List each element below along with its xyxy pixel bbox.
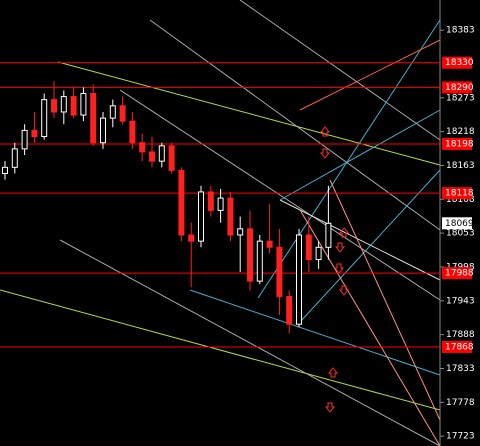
y-tick-label: 18108 (446, 195, 475, 205)
trend-lines (0, 0, 441, 446)
arrow-down (324, 402, 336, 413)
candle-body (188, 234, 195, 242)
trend-line (279, 199, 441, 281)
trend-line (119, 89, 441, 301)
candle-body (207, 191, 214, 211)
current-price-box (442, 217, 472, 230)
candle-body (217, 197, 224, 211)
arrow-up (338, 227, 350, 238)
level-label-box (442, 137, 472, 150)
candle-body (100, 117, 106, 144)
candle-body (109, 105, 116, 119)
level-label: 18118 (445, 189, 474, 199)
candle-body (315, 246, 322, 261)
candle-body (227, 197, 234, 236)
candle-body (305, 234, 312, 261)
y-tick-label: 17778 (446, 398, 475, 408)
level-label: 17988 (445, 269, 474, 279)
y-tick-label: 18383 (446, 26, 475, 36)
y-tick-label: 18163 (446, 161, 475, 171)
trend-line (329, 179, 441, 421)
level-label: 18330 (445, 58, 474, 68)
y-tick-label: 18218 (446, 127, 475, 137)
trend-line (189, 289, 441, 376)
arrow-up (319, 126, 331, 137)
level-label-box (442, 81, 472, 94)
candle-body (21, 129, 28, 150)
candle-body (41, 99, 48, 138)
level-label-box (442, 56, 472, 69)
trend-line (299, 209, 441, 446)
candle-body (325, 222, 332, 248)
y-tick-label: 17723 (446, 432, 475, 442)
candle-body (266, 240, 273, 248)
arrow-up (327, 367, 339, 378)
level-label-box (442, 187, 472, 200)
candle-body (198, 191, 204, 242)
trend-line (239, 0, 441, 141)
level-label-box (442, 340, 472, 353)
y-tick-label: 17833 (446, 364, 475, 374)
candle-body (237, 228, 244, 236)
level-label-box (442, 267, 472, 280)
candle-body (129, 120, 136, 144)
trend-line (279, 109, 441, 201)
candle-body (11, 148, 18, 168)
candle-body (168, 145, 175, 171)
arrow-down (333, 263, 345, 274)
candle-body (60, 96, 67, 113)
candle-body (2, 166, 8, 174)
candle-body (70, 96, 77, 116)
candle-body (119, 105, 126, 122)
arrow-down (338, 285, 350, 296)
arrow-down (334, 242, 346, 253)
candle-body (247, 228, 253, 282)
trend-line (257, 19, 441, 299)
candle-body (296, 234, 302, 325)
candle-body (139, 142, 146, 153)
trend-line (299, 39, 441, 111)
candle-body (31, 129, 38, 138)
level-label: 18198 (445, 139, 474, 149)
trend-line (59, 239, 441, 446)
candle-body (80, 93, 87, 116)
level-label: 18290 (445, 83, 474, 93)
trend-line (149, 19, 441, 231)
candle-body (276, 246, 283, 298)
trend-line (299, 169, 441, 323)
trend-line (0, 289, 441, 411)
arrow-down (319, 148, 331, 159)
y-tick-label: 18273 (446, 93, 475, 103)
y-tick-label: 17943 (446, 296, 475, 306)
candle-body (158, 145, 165, 162)
candle-body (149, 151, 155, 162)
candle-body (256, 240, 263, 282)
signal-arrows (319, 126, 350, 413)
level-label: 17868 (445, 342, 474, 352)
trend-line (57, 61, 441, 166)
candle-body (178, 169, 185, 236)
y-tick-label: 18053 (446, 229, 475, 239)
candle-body (286, 296, 293, 325)
candle-body (51, 99, 57, 113)
current-price-label: 18069 (445, 219, 474, 229)
y-tick-label: 17888 (446, 330, 475, 340)
candle-body (90, 93, 97, 144)
